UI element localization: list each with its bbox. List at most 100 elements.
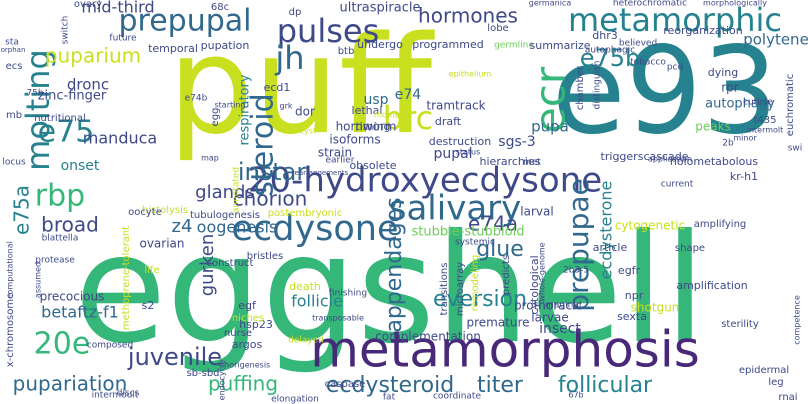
cloud-word: elongation <box>271 395 319 404</box>
cloud-word: hsp23 <box>239 318 273 331</box>
cloud-word: dp <box>289 7 302 18</box>
cloud-word: draft <box>435 115 462 128</box>
cloud-word: systemic <box>455 238 495 248</box>
cloud-word: current <box>661 180 694 190</box>
cloud-word: intermoult <box>92 391 139 401</box>
cloud-word: broad <box>41 213 99 237</box>
cloud-word: triggers <box>601 150 644 163</box>
cloud-word: rhomboid <box>374 111 412 120</box>
cloud-word: e93 <box>552 23 779 162</box>
cloud-word: undergo <box>357 38 403 51</box>
cloud-word: appendages <box>382 197 407 332</box>
cloud-word: holometabolous <box>670 155 758 168</box>
cloud-word: prepupal <box>119 4 252 39</box>
cloud-word: minor <box>733 134 757 143</box>
cloud-word: complementation <box>375 330 481 344</box>
cloud-word: e74a <box>468 212 518 236</box>
cloud-word: 20e <box>34 327 91 362</box>
cloud-word: annotated <box>232 167 242 213</box>
cloud-word: blattella <box>42 234 79 244</box>
cloud-word: status <box>456 148 481 157</box>
cloud-word: 2b3-5 <box>563 266 589 276</box>
cloud-word: dying <box>708 66 739 79</box>
cloud-word: autophagic <box>585 46 635 56</box>
cloud-word: betaftz-f1 <box>41 303 119 322</box>
cloud-word: isoforms <box>329 133 380 147</box>
cloud-word: pupariation <box>13 372 128 396</box>
cloud-word: map <box>201 154 219 163</box>
cloud-word: cytological <box>528 255 541 314</box>
cloud-word: leg <box>768 377 783 388</box>
cloud-word: construct <box>207 258 254 269</box>
cloud-word: swi <box>788 144 803 154</box>
cloud-word: argos <box>232 338 263 351</box>
cloud-word: sterility <box>721 319 759 330</box>
cloud-word: met <box>523 158 541 168</box>
cloud-word: intermolt <box>747 126 784 135</box>
cloud-word: metamorphic <box>568 1 782 39</box>
cloud-word: e75a <box>10 185 34 235</box>
cloud-word: amplifying <box>694 219 747 230</box>
cloud-word: coordinate <box>433 392 481 402</box>
cloud-word: nurse <box>224 328 252 339</box>
cloud-word: cytogenetic <box>615 219 685 233</box>
cloud-word: zinc-finger <box>38 89 107 104</box>
cloud-word: life <box>144 265 159 276</box>
cloud-word: oocyte <box>128 207 162 218</box>
cloud-word: histolysis <box>142 205 188 216</box>
cloud-word: onset <box>61 158 100 174</box>
cloud-word: s2 <box>142 299 155 312</box>
cloud-word: tramtrack <box>426 99 485 113</box>
cloud-word: peaks <box>695 120 731 134</box>
cloud-word: 67b <box>568 391 583 400</box>
cloud-word: cyst <box>300 127 316 136</box>
cloud-word: earlier <box>326 156 355 166</box>
cloud-word: transitions <box>439 263 450 316</box>
cloud-word: 75b <box>26 89 43 99</box>
cloud-word: delayed <box>288 336 324 346</box>
cloud-word: computational <box>6 241 15 299</box>
cloud-word: kr-h1 <box>730 170 758 183</box>
cloud-word: glue <box>476 237 524 262</box>
cloud-word: competence <box>793 295 802 345</box>
cloud-word: 68c <box>211 2 229 13</box>
cloud-word: usp <box>363 92 388 108</box>
cloud-word: postembryonic <box>268 208 343 219</box>
cloud-word: ecd1 <box>264 81 291 94</box>
cloud-word: cascade <box>643 150 688 163</box>
cloud-word: germline <box>494 41 534 51</box>
cloud-word: timing <box>355 120 390 133</box>
cloud-word: switch <box>61 16 71 45</box>
cloud-word: brc <box>383 99 433 137</box>
cloud-word: shotgun <box>631 301 680 315</box>
cloud-word: insect <box>539 321 581 337</box>
cloud-word: chamber <box>575 65 586 110</box>
cloud-word: shape <box>675 243 705 254</box>
cloud-word: molting <box>19 49 57 171</box>
cloud-word: strain <box>318 146 352 160</box>
cloud-word: e74 <box>395 87 422 103</box>
cloud-word: starting <box>214 101 245 110</box>
cloud-word: 2b <box>722 139 734 149</box>
cloud-word: programmed <box>412 38 483 51</box>
cloud-word: grk <box>280 102 293 111</box>
cloud-word: sgs-3 <box>498 134 535 150</box>
cloud-word: sta <box>5 38 19 48</box>
cloud-word: chorigenesis <box>220 361 270 370</box>
cloud-word: rearrangements <box>292 169 349 177</box>
cloud-word: t435 <box>753 115 776 126</box>
cloud-word: npr <box>625 289 644 302</box>
cloud-word: reorganization <box>663 24 742 37</box>
cloud-word: egg <box>210 108 221 127</box>
cloud-word: mb <box>6 110 22 121</box>
cloud-word: remodeling <box>470 255 481 312</box>
cloud-word: polytene <box>743 31 808 49</box>
cloud-word: fat <box>383 393 396 403</box>
cloud-word: temporal <box>148 42 198 55</box>
cloud-word: glands <box>195 182 255 203</box>
cloud-word: ovary <box>74 0 102 10</box>
cloud-word: nutritional <box>34 113 86 124</box>
cloud-word: euchromatic <box>785 74 796 136</box>
